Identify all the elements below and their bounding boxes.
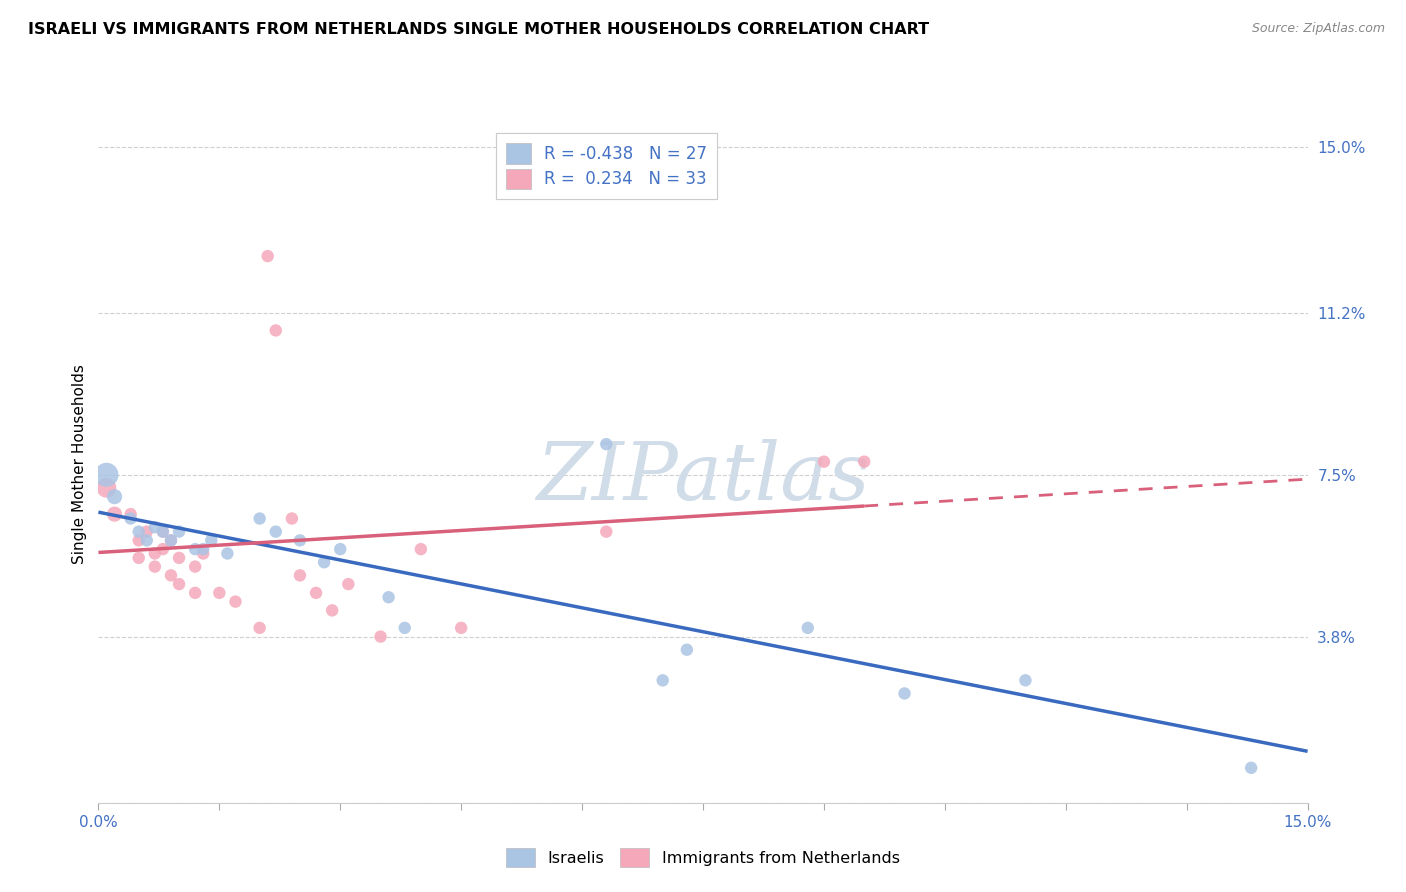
Y-axis label: Single Mother Households: Single Mother Households — [72, 364, 87, 564]
Text: Source: ZipAtlas.com: Source: ZipAtlas.com — [1251, 22, 1385, 36]
Point — [128, 524, 150, 539]
Point — [103, 490, 125, 504]
Point — [595, 437, 617, 451]
Point — [1014, 673, 1036, 688]
Point — [249, 621, 271, 635]
Point — [152, 524, 174, 539]
Point — [337, 577, 360, 591]
Point — [249, 511, 271, 525]
Point — [152, 524, 174, 539]
Point — [450, 621, 472, 635]
Point — [377, 591, 399, 605]
Point — [135, 524, 157, 539]
Point — [184, 542, 207, 557]
Point — [409, 542, 432, 557]
Point — [813, 455, 835, 469]
Point — [394, 621, 416, 635]
Point — [167, 577, 190, 591]
Point — [120, 511, 142, 525]
Legend: R = -0.438   N = 27, R =  0.234   N = 33: R = -0.438 N = 27, R = 0.234 N = 33 — [495, 133, 717, 199]
Point — [193, 547, 215, 561]
Point — [128, 533, 150, 548]
Point — [193, 542, 215, 557]
Point — [595, 524, 617, 539]
Point — [288, 568, 311, 582]
Point — [893, 686, 915, 700]
Point — [264, 323, 287, 337]
Point — [264, 524, 287, 539]
Point — [143, 547, 166, 561]
Point — [305, 586, 328, 600]
Point — [314, 555, 336, 569]
Point — [167, 550, 190, 565]
Legend: Israelis, Immigrants from Netherlands: Israelis, Immigrants from Netherlands — [498, 839, 908, 875]
Point — [184, 559, 207, 574]
Point — [1240, 761, 1263, 775]
Point — [256, 249, 278, 263]
Point — [281, 511, 304, 525]
Point — [853, 455, 876, 469]
Point — [208, 586, 231, 600]
Point — [184, 586, 207, 600]
Point — [152, 542, 174, 557]
Point — [224, 594, 246, 608]
Point — [167, 524, 190, 539]
Point — [135, 533, 157, 548]
Text: ZIPatlas: ZIPatlas — [536, 439, 870, 516]
Point — [103, 507, 125, 521]
Point — [143, 520, 166, 534]
Point — [370, 630, 392, 644]
Point — [120, 507, 142, 521]
Point — [96, 467, 118, 482]
Point — [128, 550, 150, 565]
Point — [200, 533, 222, 548]
Point — [160, 533, 183, 548]
Point — [288, 533, 311, 548]
Point — [676, 642, 699, 657]
Point — [217, 547, 239, 561]
Point — [651, 673, 673, 688]
Point — [143, 559, 166, 574]
Point — [96, 481, 118, 495]
Point — [329, 542, 352, 557]
Point — [160, 568, 183, 582]
Text: ISRAELI VS IMMIGRANTS FROM NETHERLANDS SINGLE MOTHER HOUSEHOLDS CORRELATION CHAR: ISRAELI VS IMMIGRANTS FROM NETHERLANDS S… — [28, 22, 929, 37]
Point — [321, 603, 343, 617]
Point — [160, 533, 183, 548]
Point — [797, 621, 820, 635]
